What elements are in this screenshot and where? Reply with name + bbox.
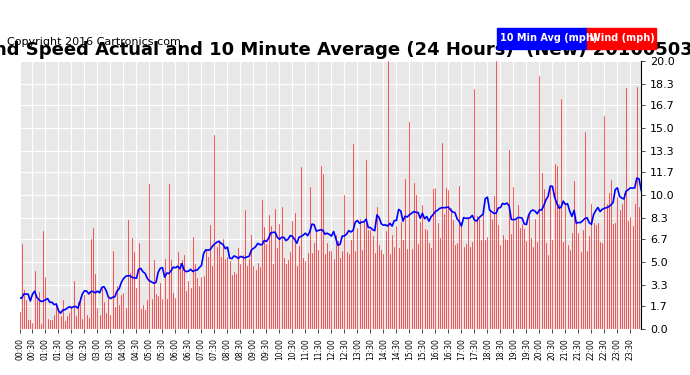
Text: Wind (mph): Wind (mph) xyxy=(590,33,655,43)
Title: Wind Speed Actual and 10 Minute Average (24 Hours)  (New) 20160503: Wind Speed Actual and 10 Minute Average … xyxy=(0,41,690,59)
Text: Copyright 2016 Cartronics.com: Copyright 2016 Cartronics.com xyxy=(7,37,181,47)
Text: 10 Min Avg (mph): 10 Min Avg (mph) xyxy=(500,33,598,43)
